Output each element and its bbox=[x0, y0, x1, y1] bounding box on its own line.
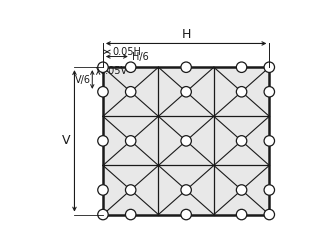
Text: H/6: H/6 bbox=[132, 52, 148, 61]
Circle shape bbox=[181, 185, 191, 195]
Circle shape bbox=[236, 136, 247, 146]
Circle shape bbox=[125, 185, 136, 195]
Circle shape bbox=[181, 87, 191, 97]
Circle shape bbox=[264, 209, 275, 220]
Circle shape bbox=[125, 136, 136, 146]
Text: 0.05V: 0.05V bbox=[100, 66, 128, 76]
Text: H: H bbox=[181, 28, 191, 41]
Text: 0.05H: 0.05H bbox=[112, 47, 141, 57]
Bar bbox=[103, 67, 269, 215]
Circle shape bbox=[98, 62, 108, 72]
Circle shape bbox=[264, 185, 275, 195]
Circle shape bbox=[264, 62, 275, 72]
Circle shape bbox=[181, 62, 191, 72]
Circle shape bbox=[264, 136, 275, 146]
Circle shape bbox=[98, 185, 108, 195]
Circle shape bbox=[98, 87, 108, 97]
Circle shape bbox=[236, 87, 247, 97]
Circle shape bbox=[98, 209, 108, 220]
Circle shape bbox=[181, 136, 191, 146]
Circle shape bbox=[236, 62, 247, 72]
Circle shape bbox=[181, 209, 191, 220]
Circle shape bbox=[236, 185, 247, 195]
Circle shape bbox=[264, 87, 275, 97]
Circle shape bbox=[236, 209, 247, 220]
Text: V: V bbox=[62, 134, 71, 147]
Circle shape bbox=[98, 136, 108, 146]
Circle shape bbox=[125, 87, 136, 97]
Circle shape bbox=[125, 209, 136, 220]
Text: V/6: V/6 bbox=[75, 75, 91, 85]
Circle shape bbox=[125, 62, 136, 72]
